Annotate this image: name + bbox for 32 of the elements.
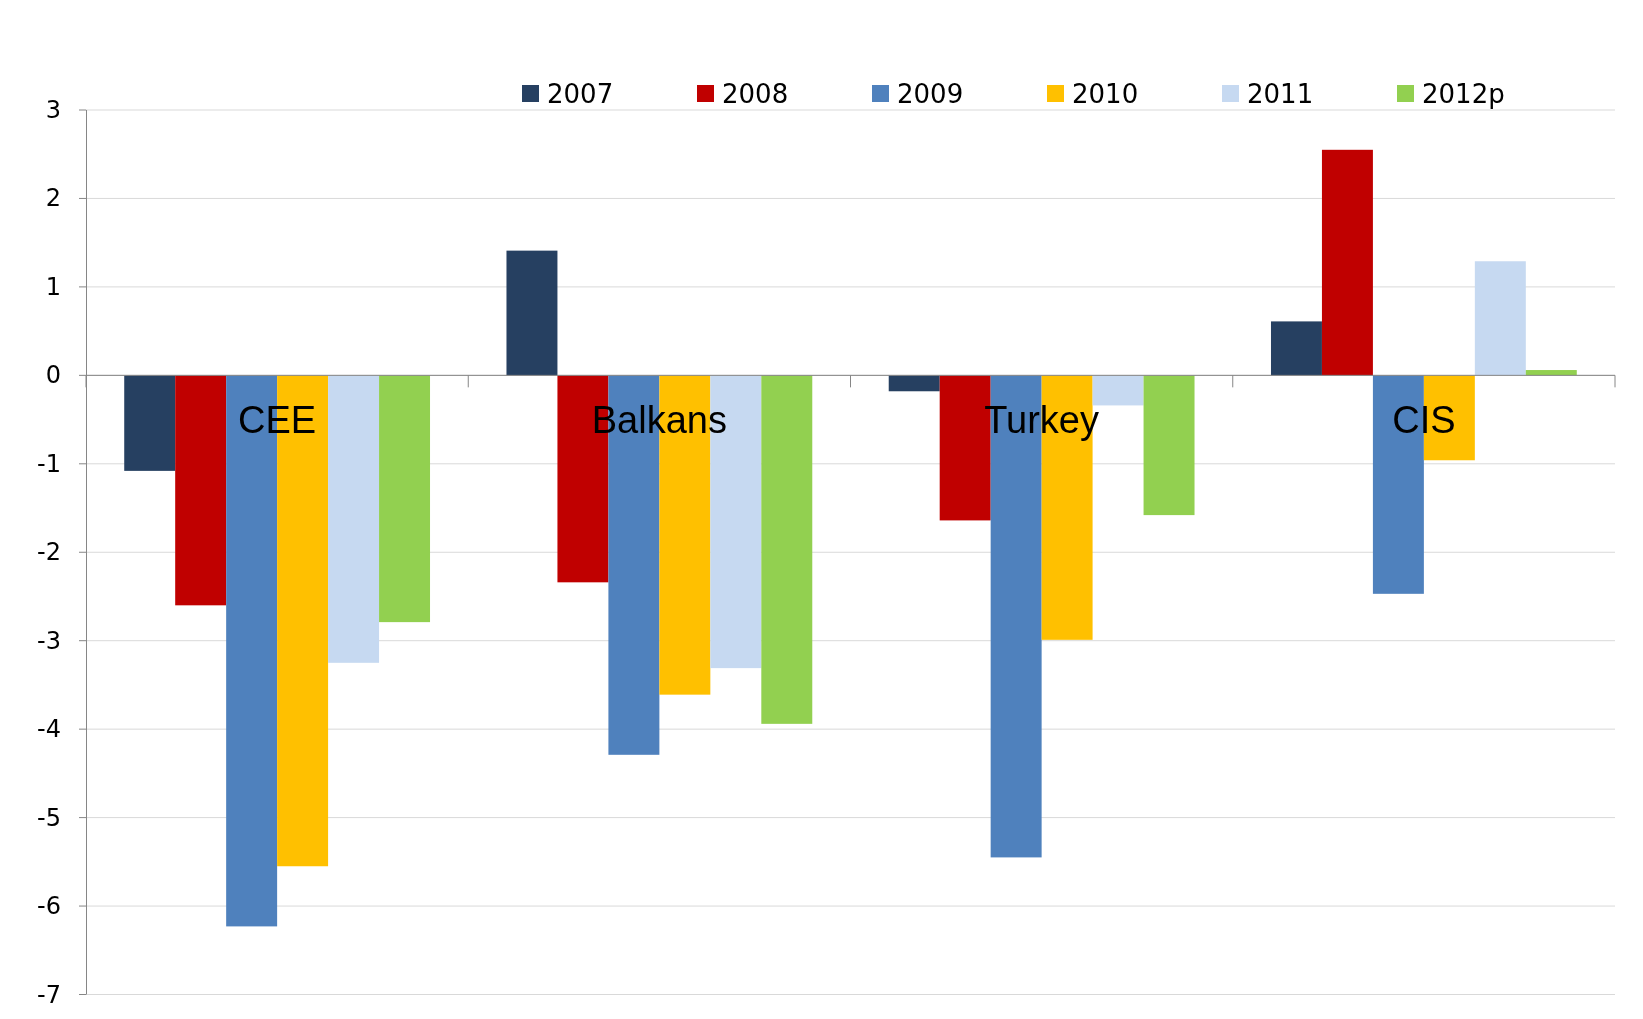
y-tick-label: -2: [37, 538, 61, 567]
bar: [1143, 375, 1195, 516]
y-tick-label: 2: [45, 184, 61, 213]
y-tick-label: 0: [45, 361, 61, 390]
y-tick-label: -4: [37, 715, 61, 744]
x-tick-label: Turkey: [984, 399, 1099, 442]
bar: [506, 250, 558, 376]
bar: [379, 375, 431, 623]
legend-label: 2010: [1072, 79, 1139, 109]
bar: [175, 375, 227, 606]
bar: [1321, 149, 1373, 376]
y-tick-label: -1: [37, 449, 61, 478]
bar: [1474, 261, 1526, 376]
y-tick-label: -3: [37, 626, 61, 655]
y-tick-label: 1: [45, 272, 61, 301]
legend-label: 2009: [897, 79, 964, 109]
y-tick-label: 3: [45, 96, 61, 124]
bar: [328, 375, 380, 663]
bar: [888, 375, 940, 392]
legend-label: 2011: [1247, 79, 1314, 109]
bar: [1092, 375, 1144, 406]
bar: [1525, 370, 1577, 376]
bar: [124, 375, 176, 471]
legend-label: 2012p: [1422, 79, 1505, 109]
bar: [1270, 321, 1322, 376]
y-tick-label: -7: [37, 980, 61, 1009]
y-tick-label: -5: [37, 803, 61, 832]
legend-label: 2007: [547, 79, 614, 109]
y-tick-label: -6: [37, 892, 61, 921]
legend-label: 2008: [722, 79, 789, 109]
x-tick-label: Balkans: [591, 399, 727, 442]
bar: [761, 375, 813, 724]
